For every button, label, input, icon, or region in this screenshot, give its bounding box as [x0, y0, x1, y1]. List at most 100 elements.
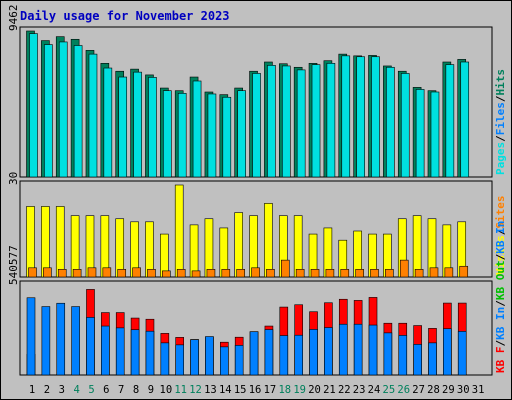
bar-visits: [70, 215, 80, 278]
bar-sites: [385, 269, 394, 278]
bar-sites: [414, 269, 424, 278]
bar-visits: [26, 206, 35, 278]
bar-sites: [459, 265, 469, 278]
x-tick-label: 26: [397, 384, 410, 396]
bar-pages: [29, 33, 38, 178]
x-tick-label: 15: [234, 384, 247, 396]
bar-sites: [28, 267, 37, 278]
x-tick-label: 24: [368, 384, 381, 396]
chart-title: Daily usage for November 2023: [20, 9, 230, 23]
x-tick-label: 3: [59, 384, 65, 396]
bar-sites: [295, 269, 305, 278]
bar-kbin: [398, 335, 408, 376]
bar-pages: [222, 96, 232, 178]
y-max-label: 30: [7, 172, 20, 185]
bar-pages: [103, 67, 113, 178]
x-tick-label: 6: [103, 384, 109, 396]
y-max-label: 9462: [7, 5, 20, 32]
bar-visits: [145, 221, 154, 278]
bar-sites: [206, 269, 216, 278]
bar-kbin: [101, 325, 110, 376]
x-tick-label: 8: [133, 384, 139, 396]
bar-sites: [162, 270, 171, 278]
bar-sites: [310, 269, 320, 278]
x-tick-label: 29: [442, 384, 455, 396]
x-tick-label: 25: [383, 384, 396, 396]
bar-visits: [55, 206, 65, 278]
x-tick-label: 31: [472, 384, 485, 396]
bar-kbin: [279, 335, 289, 376]
bar-pages: [460, 61, 470, 178]
bar-pages: [326, 63, 336, 178]
x-tick-label: 12: [189, 384, 202, 396]
bar-sites: [429, 267, 439, 278]
bar-visits: [204, 218, 214, 278]
bar-visits: [293, 215, 303, 278]
x-tick-label: 21: [323, 384, 336, 396]
bar-kbin: [115, 327, 125, 376]
bar-kbin: [294, 334, 303, 376]
bar-kbin: [338, 323, 348, 376]
bar-kbin: [443, 328, 452, 376]
bar-kbin: [457, 331, 467, 376]
bar-sites: [444, 267, 454, 278]
bar-kbin: [145, 330, 155, 376]
bar-kbin: [234, 345, 244, 376]
x-tick-label: 1: [29, 384, 35, 396]
bar-pages: [207, 93, 217, 178]
bar-sites: [57, 269, 67, 278]
bar-pages: [341, 55, 351, 178]
x-tick-label: 23: [353, 384, 366, 396]
bar-pages: [445, 64, 455, 178]
bar-pages: [163, 90, 172, 178]
bar-pages: [237, 90, 246, 178]
bar-pages: [177, 93, 187, 178]
x-tick-label: 17: [264, 384, 277, 396]
bar-sites: [117, 269, 127, 278]
bar-visits: [234, 212, 243, 278]
x-tick-label: 14: [219, 384, 232, 396]
bar-kbin: [368, 324, 378, 376]
bar-sites: [325, 269, 335, 278]
bar-pages: [281, 65, 291, 178]
x-tick-label: 30: [457, 384, 470, 396]
bar-sites: [221, 269, 231, 278]
bar-sites: [266, 269, 275, 278]
bar-kbin: [220, 346, 229, 376]
x-tick-label: 9: [148, 384, 154, 396]
legend-top: Pages/Files/Hits: [494, 69, 507, 175]
bar-pages: [192, 80, 202, 178]
bar-pages: [356, 56, 365, 178]
bar-sites: [191, 270, 201, 278]
x-tick-label: 13: [204, 384, 217, 396]
x-tick-label: 4: [73, 384, 79, 396]
bar-visits: [115, 218, 125, 278]
bar-visits: [412, 215, 422, 278]
x-tick-label: 20: [308, 384, 321, 396]
bar-sites: [72, 269, 82, 278]
x-tick-label: 10: [160, 384, 173, 396]
bar-kbin: [86, 317, 95, 376]
bar-sites: [399, 259, 409, 278]
bar-kbin: [309, 329, 318, 376]
bar-visits: [189, 224, 199, 278]
bar-pages: [371, 56, 380, 178]
bar-pages: [311, 64, 321, 178]
bar-kbin: [26, 297, 36, 376]
bar-sites: [132, 267, 141, 278]
bar-sites: [43, 267, 52, 278]
bar-kbin: [205, 336, 214, 376]
bar-kbin: [428, 342, 437, 376]
bar-kbin: [324, 327, 333, 376]
x-tick-label: 2: [44, 384, 50, 396]
x-tick-label: 7: [118, 384, 124, 396]
bar-pages: [133, 71, 142, 178]
x-tick-label: 28: [427, 384, 440, 396]
bar-kbin: [175, 344, 184, 376]
bar-sites: [370, 269, 379, 278]
y-max-label: 540577: [7, 245, 20, 285]
bar-kbin: [413, 344, 422, 376]
